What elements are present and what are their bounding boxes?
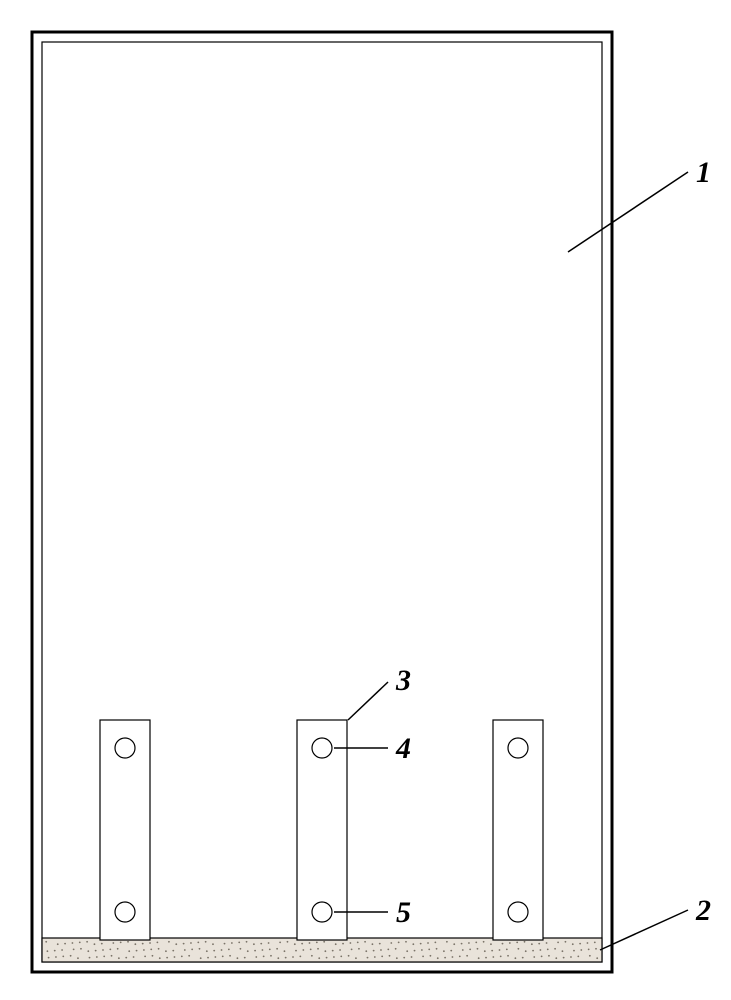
base-strip: [42, 938, 602, 962]
label-3: 3: [395, 664, 411, 697]
bracket-3: [493, 720, 543, 940]
bracket-2-hole-bottom: [312, 902, 332, 922]
bracket-3-hole-top: [508, 738, 528, 758]
bracket-1-hole-top: [115, 738, 135, 758]
bracket-3-hole-bottom: [508, 902, 528, 922]
bracket-1: [100, 720, 150, 940]
label-2: 2: [695, 894, 711, 927]
label-5: 5: [396, 896, 411, 929]
bracket-1-hole-bottom: [115, 902, 135, 922]
bracket-2-hole-top: [312, 738, 332, 758]
label-4: 4: [395, 732, 411, 765]
bracket-2: [297, 720, 347, 940]
label-1: 1: [696, 156, 711, 189]
